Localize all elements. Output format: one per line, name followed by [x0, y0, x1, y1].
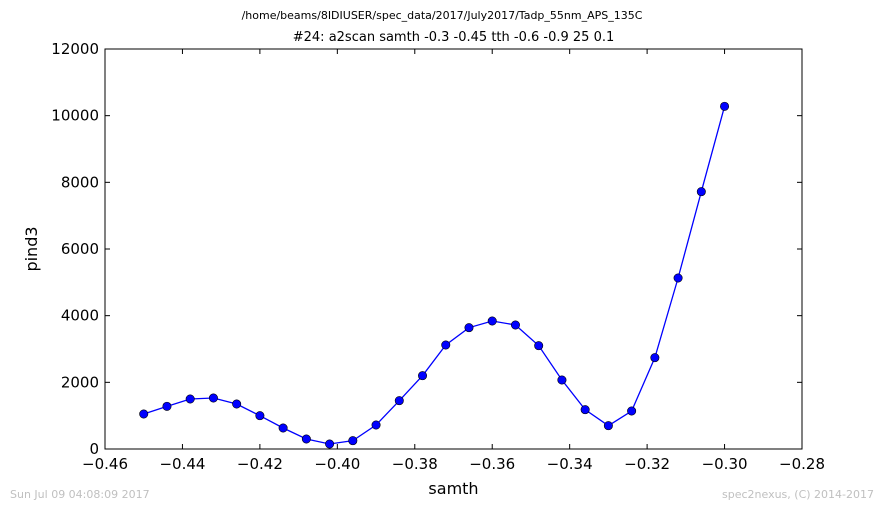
- data-point: [464, 323, 474, 333]
- data-point: [301, 434, 311, 444]
- plot-frame: [104, 48, 803, 450]
- data-point: [557, 375, 567, 385]
- data-point: [394, 396, 404, 406]
- data-point: [510, 320, 520, 330]
- y-axis: 0 2000 4000 6000 8000 10000 12000: [51, 40, 802, 458]
- x-tick-label: −0.32: [624, 455, 670, 473]
- data-point: [696, 187, 706, 197]
- data-point: [139, 409, 149, 419]
- data-point: [371, 420, 381, 430]
- data-point: [208, 393, 218, 403]
- data-point: [232, 399, 242, 409]
- data-point: [185, 394, 195, 404]
- y-tick-label: 2000: [61, 373, 99, 391]
- y-tick-label: 0: [89, 440, 99, 458]
- data-point: [534, 341, 544, 351]
- data-point: [720, 101, 730, 111]
- x-tick-label: −0.42: [237, 455, 283, 473]
- series-line: [143, 106, 726, 445]
- y-tick-label: 4000: [61, 307, 99, 325]
- data-point: [580, 405, 590, 415]
- y-tick-label: 12000: [51, 40, 99, 58]
- chart-title: #24: a2scan samth -0.3 -0.45 tth -0.6 -0…: [292, 30, 615, 45]
- x-tick-label: −0.40: [314, 455, 360, 473]
- data-point: [603, 421, 613, 431]
- data-point: [325, 439, 335, 449]
- x-tick-label: −0.34: [547, 455, 593, 473]
- footer-timestamp: Sun Jul 09 04:08:09 2017: [10, 488, 150, 501]
- data-point: [487, 316, 497, 326]
- x-tick-label: −0.46: [82, 455, 128, 473]
- x-tick-label: −0.38: [392, 455, 438, 473]
- x-tick-label: −0.36: [469, 455, 515, 473]
- data-point: [418, 371, 428, 381]
- data-point: [441, 340, 451, 350]
- data-point: [348, 436, 358, 446]
- x-tick-label: −0.28: [779, 455, 825, 473]
- y-axis-label: pind3: [22, 226, 41, 271]
- x-tick-label: −0.30: [702, 455, 748, 473]
- x-axis: −0.46 −0.44 −0.42 −0.40 −0.38 −0.36 −0.34 −0.32…: [82, 49, 825, 473]
- data-point: [278, 423, 288, 433]
- x-axis-label: samth: [428, 479, 478, 498]
- footer-credit: spec2nexus, (C) 2014-2017: [722, 488, 874, 501]
- data-point: [650, 353, 660, 363]
- y-tick-label: 8000: [61, 173, 99, 191]
- x-tick-label: −0.44: [159, 455, 205, 473]
- y-tick-label: 6000: [61, 240, 99, 258]
- y-tick-label: 10000: [51, 107, 99, 125]
- data-point: [162, 401, 172, 411]
- figure-suptitle: /home/beams/8IDIUSER/spec_data/2017/July…: [241, 9, 643, 22]
- data-points: [139, 101, 730, 449]
- data-point: [627, 406, 637, 416]
- data-point: [673, 273, 683, 283]
- data-point: [255, 411, 265, 421]
